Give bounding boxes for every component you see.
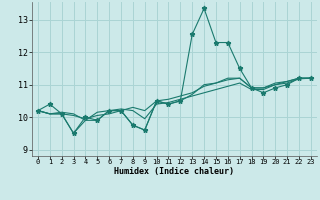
X-axis label: Humidex (Indice chaleur): Humidex (Indice chaleur) [115, 167, 234, 176]
